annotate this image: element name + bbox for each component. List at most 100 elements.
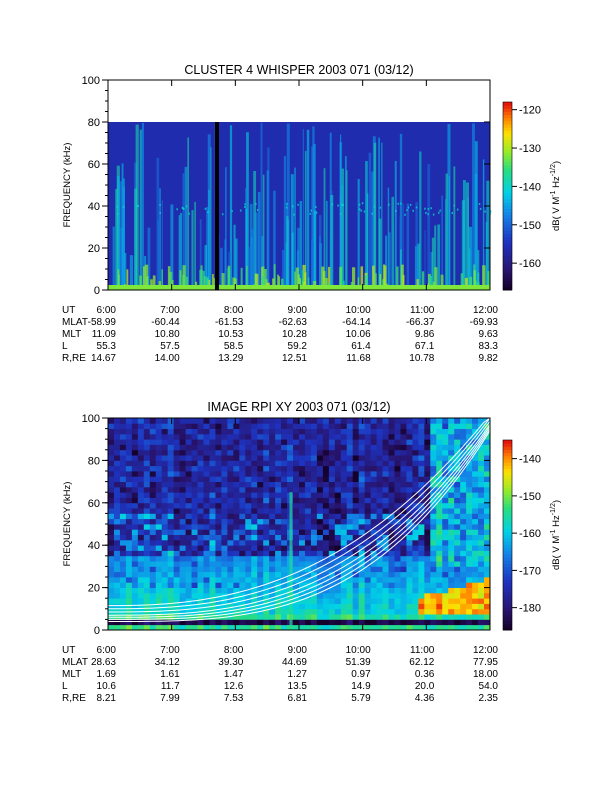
ephemeris-label: UT (62, 305, 75, 316)
colorbar-label-main: dB( V M (551, 197, 562, 231)
ephemeris-value: 10.78 (409, 353, 434, 364)
y-tick-label: 0 (94, 285, 100, 297)
ephemeris-value: 4.36 (415, 693, 435, 704)
y-tick-label: 60 (88, 498, 100, 510)
chart-panel-1: CLUSTER 4 WHISPER 2003 071 (03/12) 0 20 40 6… (62, 63, 562, 364)
colorbar-tick-label: -120 (519, 105, 541, 117)
ephemeris-value: 11.09 (92, 329, 117, 340)
spectrogram-image (108, 417, 491, 631)
ephemeris-value: 10:00 (346, 645, 371, 656)
overlay-curve (108, 430, 491, 622)
ephemeris-value: 1.27 (288, 669, 308, 680)
colorbar-label-mid: Hz (551, 515, 562, 530)
colorbar-frame (502, 101, 513, 291)
ephemeris-value: 10.06 (346, 329, 371, 340)
ephemeris-value: 10:00 (346, 305, 371, 316)
data-gap (214, 122, 219, 290)
ephemeris-value: 59.2 (288, 341, 308, 352)
ephemeris-value: -61.53 (215, 317, 244, 328)
colorbar-label: dB( V M-1 Hz-1/2) (550, 161, 562, 231)
colorbar-frame (502, 439, 513, 631)
ephemeris-label: MLT (62, 329, 81, 340)
overlay-curve (108, 426, 491, 618)
y-axis-label: FREQUENCY (kHz) (62, 143, 73, 228)
ephemeris-value: 54.0 (479, 681, 499, 692)
ephemeris-label: R,RE (62, 693, 86, 704)
y-axis-label: FREQUENCY (kHz) (62, 482, 73, 567)
colorbar-label-end: ) (551, 500, 562, 503)
ephemeris-value: 10.28 (282, 329, 307, 340)
ephemeris-value: 83.3 (479, 341, 499, 352)
y-tick-label: 100 (82, 75, 100, 87)
ephemeris-value: 10.53 (218, 329, 243, 340)
ephemeris-value: 9.82 (479, 353, 499, 364)
ephemeris-value: 58.5 (224, 341, 244, 352)
ephemeris-value: 2.35 (479, 693, 499, 704)
ephemeris-value: 44.69 (282, 657, 307, 668)
y-tick-label: 60 (88, 159, 100, 171)
colorbar-tick-label: -160 (519, 258, 541, 270)
colorbar-tick-label: -150 (519, 220, 541, 232)
ephemeris-value: 12:00 (473, 305, 498, 316)
ephemeris-value: 11.68 (346, 353, 371, 364)
colorbar: -120 -130 -140 -150 -160 dB( V M-1 Hz-1/2) (502, 101, 562, 291)
colorbar-tick-label: -160 (519, 528, 541, 540)
ephemeris-value: 6.81 (288, 693, 308, 704)
overlay-curve (108, 417, 491, 607)
colorbar-label-sup2: -1/2 (550, 503, 557, 515)
ephemeris-value: 77.95 (473, 657, 498, 668)
ephemeris-value: 9.86 (415, 329, 435, 340)
ephemeris-value: 1.61 (160, 669, 180, 680)
spectrogram-image (108, 80, 492, 290)
colorbar-label-sup1: -1 (550, 190, 557, 196)
ephemeris-value: 18.00 (473, 669, 498, 680)
ephemeris-value: 9:00 (288, 645, 308, 656)
ephemeris-label: L (62, 341, 68, 352)
y-tick-label: 40 (88, 201, 100, 213)
overlay-curve (108, 420, 491, 613)
y-tick-label: 80 (88, 455, 100, 467)
colorbar-label-mid: Hz (551, 176, 562, 191)
ephemeris-value: 34.12 (155, 657, 180, 668)
ephemeris-value: 1.69 (97, 669, 117, 680)
ephemeris-value: 0.97 (351, 669, 371, 680)
ephemeris-value: 6:00 (97, 645, 117, 656)
ephemeris-value: 8:00 (224, 645, 244, 656)
ephemeris-value: 57.5 (160, 341, 180, 352)
y-tick-label: 80 (88, 117, 100, 129)
ephemeris-label: MLAT (62, 657, 88, 668)
ephemeris-value: 10.6 (97, 681, 117, 692)
ephemeris-value: 51.39 (346, 657, 371, 668)
ephemeris-value: -62.63 (279, 317, 308, 328)
ephemeris-value: 9:00 (288, 305, 308, 316)
ephemeris-value: 61.4 (351, 341, 371, 352)
ephemeris-value: -66.37 (406, 317, 435, 328)
ephemeris-value: -64.14 (342, 317, 371, 328)
colorbar-label-sup1: -1 (550, 529, 557, 535)
ephemeris-value: 8:00 (224, 305, 244, 316)
ephemeris-value: 7:00 (160, 305, 180, 316)
ephemeris-value: 7:00 (160, 645, 180, 656)
colorbar-label: dB( V M-1 Hz-1/2) (550, 500, 562, 570)
ephemeris-value: 67.1 (415, 341, 435, 352)
y-tick-label: 20 (88, 583, 100, 595)
ephemeris-value: 8.21 (97, 693, 117, 704)
ephemeris-value: -69.93 (470, 317, 499, 328)
ephemeris-value: 62.12 (409, 657, 434, 668)
colorbar-label-main: dB( V M (551, 536, 562, 570)
ephemeris-value: 0.36 (415, 669, 435, 680)
ephemeris-value: 10.80 (155, 329, 180, 340)
ephemeris-label: MLT (62, 669, 81, 680)
ephemeris-value: 11:00 (410, 645, 435, 656)
colorbar-tick-label: -140 (519, 454, 541, 466)
ephemeris-value: 7.53 (224, 693, 244, 704)
ephemeris-value: 9.63 (479, 329, 499, 340)
ephemeris-value: 11.7 (161, 681, 180, 692)
ephemeris-value: 20.0 (415, 681, 435, 692)
y-tick-label: 40 (88, 540, 100, 552)
ephemeris-value: 13.29 (218, 353, 243, 364)
ephemeris-value: 12:00 (473, 645, 498, 656)
colorbar-tick-label: -140 (519, 181, 541, 193)
ephemeris-value: 28.63 (91, 657, 116, 668)
